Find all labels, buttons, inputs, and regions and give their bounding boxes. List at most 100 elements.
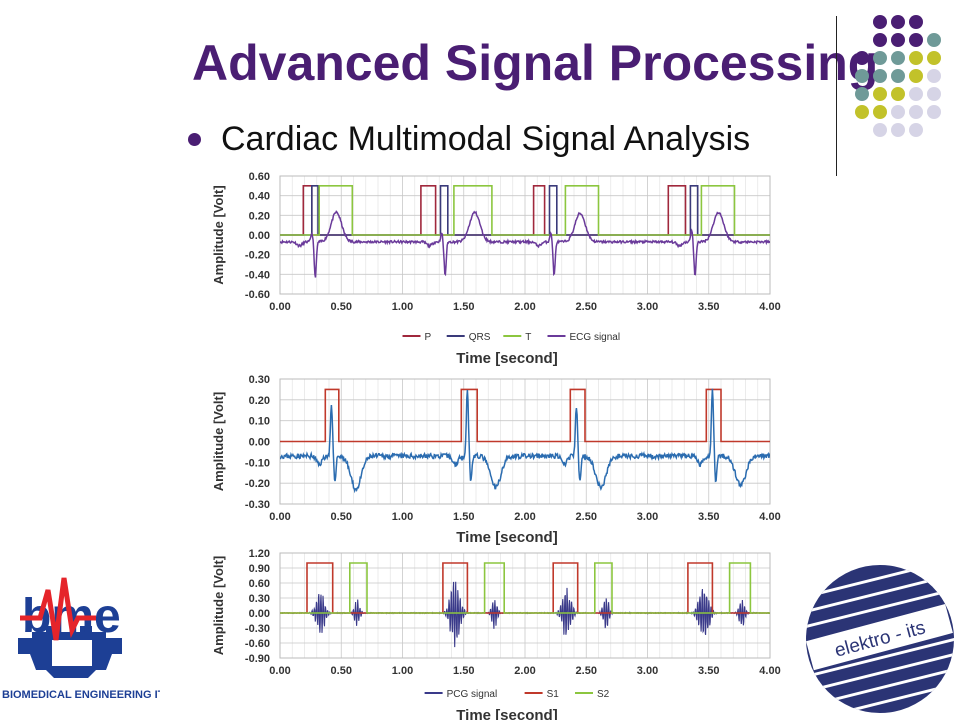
y-tick-label: -0.20 bbox=[245, 478, 270, 490]
chart-legend: P QRS T ECG signal bbox=[402, 332, 621, 343]
decorative-dot bbox=[927, 69, 941, 83]
chart-legend: PCG signal S1 S2 bbox=[424, 689, 610, 700]
y-axis-label: Amplitude [Volt] bbox=[211, 392, 226, 491]
legend-item: S1 bbox=[524, 689, 559, 700]
x-tick-label: 0.00 bbox=[269, 665, 290, 677]
y-tick-label: 0.00 bbox=[249, 437, 270, 449]
x-tick-label: 3.50 bbox=[698, 665, 719, 677]
x-tick-label: 1.00 bbox=[392, 511, 413, 523]
y-tick-label: 0.00 bbox=[249, 608, 270, 620]
decorative-dot bbox=[873, 69, 887, 83]
plot-area bbox=[280, 562, 770, 648]
x-tick-label: 3.00 bbox=[637, 511, 658, 523]
x-tick-label: 2.50 bbox=[576, 665, 597, 677]
x-tick-label: 1.50 bbox=[453, 511, 474, 523]
plot-area bbox=[280, 185, 770, 278]
bme-logo: bme BIOMEDICAL ENGINEERING ITS bbox=[2, 577, 160, 701]
x-tick-label: 0.00 bbox=[269, 511, 290, 523]
decorative-dot bbox=[891, 87, 905, 101]
series-gate bbox=[280, 388, 770, 443]
x-axis-label: Time [second] bbox=[456, 529, 557, 546]
decorative-dot bbox=[909, 87, 923, 101]
x-tick-label: 3.00 bbox=[637, 301, 658, 313]
bullet-text: Cardiac Multimodal Signal Analysis bbox=[221, 120, 751, 158]
y-tick-label: 0.60 bbox=[249, 578, 270, 590]
decorative-dot bbox=[909, 15, 923, 29]
bullet-dot-icon bbox=[188, 132, 201, 146]
decorative-dot-matrix bbox=[855, 15, 941, 137]
legend-label: S2 bbox=[597, 689, 610, 700]
x-tick-label: 1.00 bbox=[392, 665, 413, 677]
legend-item: ECG signal bbox=[547, 332, 621, 343]
x-tick-label: 3.00 bbox=[637, 665, 658, 677]
y-tick-label: 0.30 bbox=[249, 374, 270, 386]
decorative-dot bbox=[891, 69, 905, 83]
decorative-dot bbox=[873, 33, 887, 47]
series-signal bbox=[280, 388, 770, 494]
y-tick-label: -0.40 bbox=[245, 269, 270, 281]
decorative-dot bbox=[873, 51, 887, 65]
x-tick-label: 2.50 bbox=[576, 301, 597, 313]
series-ecg-signal bbox=[280, 210, 770, 278]
decorative-dot bbox=[891, 105, 905, 119]
decorative-dot bbox=[855, 87, 869, 101]
decorative-dot bbox=[873, 87, 887, 101]
decorative-dot bbox=[891, 51, 905, 65]
decorative-dot bbox=[927, 87, 941, 101]
y-axis-label: Amplitude [Volt] bbox=[211, 556, 226, 655]
bullet-item: Cardiac Multimodal Signal Analysis bbox=[188, 122, 750, 156]
y-tick-label: 0.20 bbox=[249, 210, 270, 222]
x-tick-label: 0.50 bbox=[331, 301, 352, 313]
pcg-envelope-chart: 0.300.200.100.00-0.10-0.20-0.300.00 0.50 1… bbox=[211, 374, 781, 546]
legend-item: PCG signal bbox=[424, 689, 498, 700]
decorative-dot bbox=[855, 69, 869, 83]
x-tick-label: 2.00 bbox=[514, 511, 535, 523]
decorative-dot bbox=[909, 33, 923, 47]
decorative-dot bbox=[855, 105, 869, 119]
decorative-dot bbox=[927, 51, 941, 65]
gear-icon bbox=[18, 626, 122, 678]
decorative-dot bbox=[909, 51, 923, 65]
decorative-dot bbox=[927, 33, 941, 47]
legend-item: QRS bbox=[446, 332, 491, 343]
pcg-chart: 1.200.900.600.300.00-0.30-0.60-0.900.00 0… bbox=[211, 548, 781, 720]
y-tick-label: 0.00 bbox=[249, 230, 270, 242]
series-s2 bbox=[280, 562, 770, 614]
legend-label: PCG signal bbox=[447, 689, 498, 700]
legend-item: S2 bbox=[575, 689, 610, 700]
slide-title: Advanced Signal Processing bbox=[192, 35, 879, 91]
decorative-dot bbox=[909, 69, 923, 83]
x-tick-label: 1.50 bbox=[453, 665, 474, 677]
y-tick-label: -0.30 bbox=[245, 623, 270, 635]
x-tick-label: 1.00 bbox=[392, 301, 413, 313]
plot-frame bbox=[279, 552, 771, 659]
elektro-its-logo: elektro - its bbox=[806, 565, 954, 713]
y-axis-label: Amplitude [Volt] bbox=[211, 185, 226, 284]
x-tick-label: 4.00 bbox=[759, 511, 780, 523]
y-tick-label: 0.90 bbox=[249, 563, 270, 575]
x-tick-label: 0.00 bbox=[269, 301, 290, 313]
x-tick-label: 2.50 bbox=[576, 511, 597, 523]
x-tick-label: 2.00 bbox=[514, 301, 535, 313]
legend-label: ECG signal bbox=[570, 332, 621, 343]
y-tick-label: -0.60 bbox=[245, 638, 270, 650]
series-t bbox=[280, 185, 770, 236]
legend-label: QRS bbox=[469, 332, 491, 343]
y-tick-label: 0.30 bbox=[249, 593, 270, 605]
legend-item: T bbox=[503, 332, 531, 343]
x-axis-label: Time [second] bbox=[456, 350, 557, 367]
x-axis-label: Time [second] bbox=[456, 707, 557, 720]
x-tick-label: 3.50 bbox=[698, 511, 719, 523]
bme-caption: BIOMEDICAL ENGINEERING ITS bbox=[2, 689, 160, 701]
y-tick-label: -0.30 bbox=[245, 499, 270, 511]
x-tick-label: 0.50 bbox=[331, 511, 352, 523]
y-tick-label: -0.60 bbox=[245, 289, 270, 301]
legend-label: P bbox=[425, 332, 432, 343]
decorative-dot bbox=[873, 105, 887, 119]
decorative-dot bbox=[891, 15, 905, 29]
decorative-divider-line bbox=[836, 16, 837, 176]
decorative-dot bbox=[873, 15, 887, 29]
y-tick-label: -0.20 bbox=[245, 250, 270, 262]
y-tick-label: 0.20 bbox=[249, 395, 270, 407]
x-tick-label: 0.50 bbox=[331, 665, 352, 677]
